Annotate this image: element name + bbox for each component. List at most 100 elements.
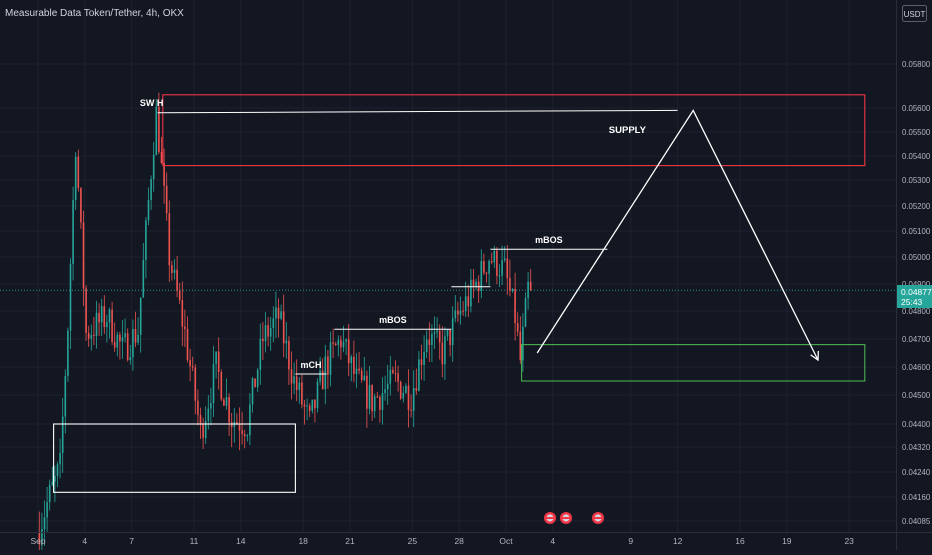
candle xyxy=(108,307,111,339)
candle xyxy=(121,319,124,359)
candle-body xyxy=(236,421,238,424)
candle xyxy=(295,359,298,402)
candle-body xyxy=(288,340,290,370)
candle xyxy=(503,246,506,263)
candle-body xyxy=(360,370,363,381)
candle xyxy=(267,317,269,347)
candle-body xyxy=(519,331,522,361)
candle-body xyxy=(327,356,329,375)
candle xyxy=(197,389,199,426)
candle xyxy=(69,258,72,350)
candle-body xyxy=(181,300,184,327)
candle xyxy=(301,374,303,409)
candle-body xyxy=(488,261,490,274)
candle xyxy=(431,324,433,362)
candle-body xyxy=(420,359,423,365)
candle xyxy=(366,370,368,428)
candle-body xyxy=(436,330,438,333)
candle xyxy=(384,375,386,401)
candle xyxy=(87,325,90,347)
candle-body xyxy=(80,188,82,223)
event-marker-3[interactable] xyxy=(592,512,604,524)
candle-body xyxy=(514,288,516,324)
candle-body xyxy=(82,222,85,289)
candle-body xyxy=(392,369,394,374)
candle xyxy=(506,245,509,295)
candle-body xyxy=(249,404,251,436)
candle-body xyxy=(389,369,392,384)
candle xyxy=(293,362,295,395)
candle-body xyxy=(516,323,519,332)
candle xyxy=(363,357,366,382)
price-tick-label: 0.05500 xyxy=(902,128,931,137)
candle xyxy=(311,399,314,414)
price-axis[interactable]: 0.05800 0.05600 0.05500 0.05400 0.05300 0.052… xyxy=(902,60,931,526)
candle-body xyxy=(324,356,327,390)
candle-body xyxy=(93,334,95,337)
candle-body xyxy=(176,269,178,291)
candle-body xyxy=(54,475,56,482)
grid-lines xyxy=(0,0,896,532)
currency-button[interactable]: USDT xyxy=(902,5,927,22)
candle-body xyxy=(347,339,350,364)
candle xyxy=(223,397,225,406)
candle-body xyxy=(321,370,324,390)
candle-body xyxy=(493,250,496,263)
candle-body xyxy=(290,369,293,384)
candle xyxy=(306,398,308,421)
candle-body xyxy=(72,199,74,264)
candle xyxy=(511,288,514,293)
candle-body xyxy=(415,388,418,391)
candle xyxy=(337,335,340,357)
candle-body xyxy=(394,373,397,375)
candle xyxy=(254,378,256,388)
candle-body xyxy=(373,396,376,412)
candle xyxy=(485,271,488,283)
candle-body xyxy=(108,309,111,323)
candle xyxy=(519,316,522,364)
time-tick-label: 23 xyxy=(844,536,854,546)
candle xyxy=(397,365,399,392)
candle xyxy=(90,324,93,351)
candle xyxy=(113,322,116,352)
candle xyxy=(129,345,132,365)
candle xyxy=(449,329,451,357)
time-tick-label: 21 xyxy=(345,536,355,546)
candle xyxy=(371,384,373,421)
candle xyxy=(54,465,56,503)
candle-body xyxy=(410,409,412,411)
candle xyxy=(285,322,288,359)
candle-body xyxy=(61,416,64,454)
candle xyxy=(288,336,290,386)
event-marker-1[interactable] xyxy=(544,512,556,524)
candle xyxy=(202,417,204,450)
candle xyxy=(280,304,282,321)
candle-body xyxy=(303,404,306,407)
candle-body xyxy=(264,325,267,342)
chart-title: Measurable Data Token/Tether, 4h, OKX xyxy=(5,8,184,19)
candle-body xyxy=(498,275,501,277)
time-axis[interactable]: Sep 4 7 11 14 18 21 25 28 Oct 4 9 12 16 19 23 xyxy=(30,536,854,546)
price-tick-label: 0.05800 xyxy=(902,60,931,69)
candle xyxy=(379,395,381,423)
candle-body xyxy=(449,329,451,346)
candle-body xyxy=(150,179,152,200)
candle-body xyxy=(272,318,275,328)
candle-body xyxy=(168,213,171,266)
candle-body xyxy=(155,106,158,155)
candle-body xyxy=(67,330,69,376)
candle-body xyxy=(241,430,243,435)
event-markers[interactable] xyxy=(544,512,604,524)
candle-body xyxy=(355,368,358,374)
candle xyxy=(106,314,108,343)
candle-body xyxy=(186,328,189,360)
candle xyxy=(38,511,41,551)
candle xyxy=(446,328,449,341)
candle-body xyxy=(98,312,100,323)
candle xyxy=(43,500,46,547)
candle xyxy=(516,312,519,337)
price-tick-label: 0.05200 xyxy=(902,202,931,211)
event-marker-2[interactable] xyxy=(560,512,572,524)
